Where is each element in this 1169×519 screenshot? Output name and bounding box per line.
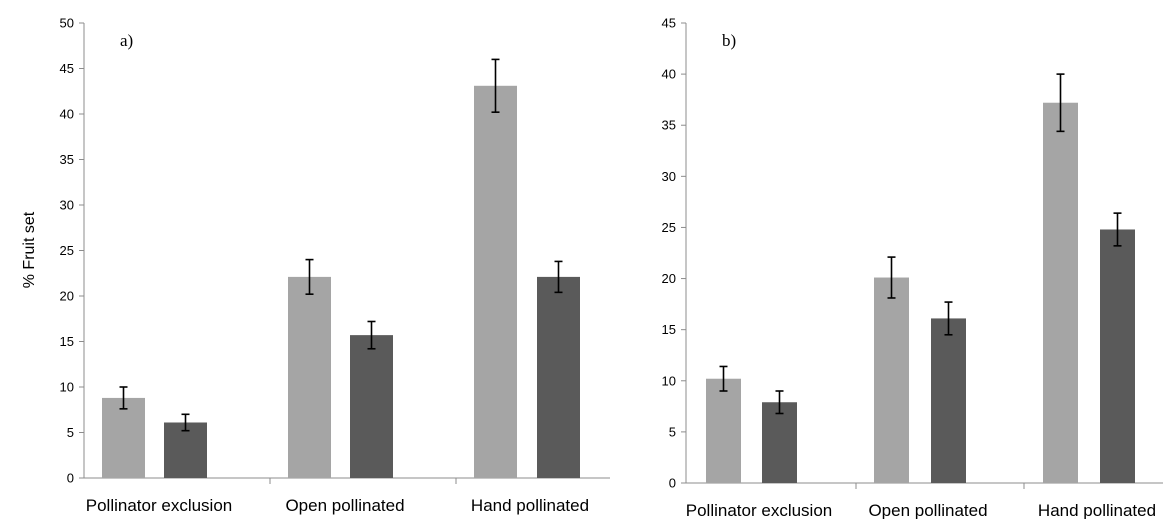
- bar-1-3: [474, 85, 517, 478]
- panel-label-b: b): [722, 31, 736, 50]
- error-bar-1-1: [719, 365, 728, 392]
- y-tick-label: 35: [662, 118, 676, 133]
- y-tick-label: 40: [60, 107, 74, 122]
- bar-1-2: [874, 277, 909, 483]
- category-label: Pollinator exclusion: [686, 501, 832, 519]
- error-bar-1-3: [491, 58, 500, 113]
- error-bar-2-1: [181, 413, 190, 432]
- y-tick-label: 25: [60, 243, 74, 258]
- error-bar-1-2: [887, 256, 896, 299]
- error-bar-1-1: [119, 386, 128, 410]
- error-bar-1-2: [305, 258, 314, 295]
- bar-2-1: [164, 422, 207, 478]
- category-label: Open pollinated: [285, 496, 404, 515]
- category-label: Hand pollinated: [471, 496, 589, 515]
- bar-1-2: [288, 276, 331, 478]
- bar-1-3: [1043, 102, 1078, 483]
- category-label: Open pollinated: [868, 501, 987, 519]
- y-tick-label: 0: [67, 471, 74, 486]
- y-tick-label: 25: [662, 220, 676, 235]
- category-label: Hand pollinated: [1038, 501, 1156, 519]
- y-tick-label: 30: [662, 169, 676, 184]
- error-bar-2-3: [1113, 212, 1122, 247]
- y-tick-label: 45: [662, 16, 676, 31]
- error-bar-2-2: [944, 301, 953, 336]
- y-tick-label: 30: [60, 198, 74, 213]
- y-tick-label: 5: [67, 425, 74, 440]
- y-tick-label: 5: [669, 424, 676, 439]
- y-tick-label: 45: [60, 61, 74, 76]
- panel-label-a: a): [120, 31, 133, 50]
- bar-2-1: [762, 402, 797, 483]
- bar-2-3: [1100, 229, 1135, 483]
- y-tick-label: 10: [662, 373, 676, 388]
- category-label: Pollinator exclusion: [86, 496, 232, 515]
- y-tick-label: 15: [60, 334, 74, 349]
- chart-panel-a: % Fruit set a) 0 5 10 15 20 25 30 35 40 45 50 Polli…: [21, 16, 610, 515]
- bar-2-2: [350, 335, 393, 478]
- error-bar-1-3: [1056, 73, 1065, 133]
- error-bar-2-2: [367, 320, 376, 350]
- error-bar-2-3: [554, 260, 563, 294]
- y-axis-label: % Fruit set: [21, 211, 38, 288]
- bar-1-1: [706, 378, 741, 483]
- bar-1-1: [102, 397, 145, 478]
- error-bar-2-1: [775, 390, 784, 415]
- y-tick-label: 35: [60, 152, 74, 167]
- y-tick-label: 50: [60, 16, 74, 31]
- y-tick-label: 20: [662, 271, 676, 286]
- y-tick-label: 10: [60, 380, 74, 395]
- y-tick-label: 0: [669, 476, 676, 491]
- y-tick-label: 40: [662, 67, 676, 82]
- chart-panel-b: b) 0 5 10 15 20 25 30 35 40 45 Pollinator exclusio…: [662, 16, 1163, 519]
- y-tick-label: 20: [60, 289, 74, 304]
- bar-2-3: [537, 276, 580, 478]
- bar-2-2: [931, 318, 966, 483]
- y-tick-label: 15: [662, 322, 676, 337]
